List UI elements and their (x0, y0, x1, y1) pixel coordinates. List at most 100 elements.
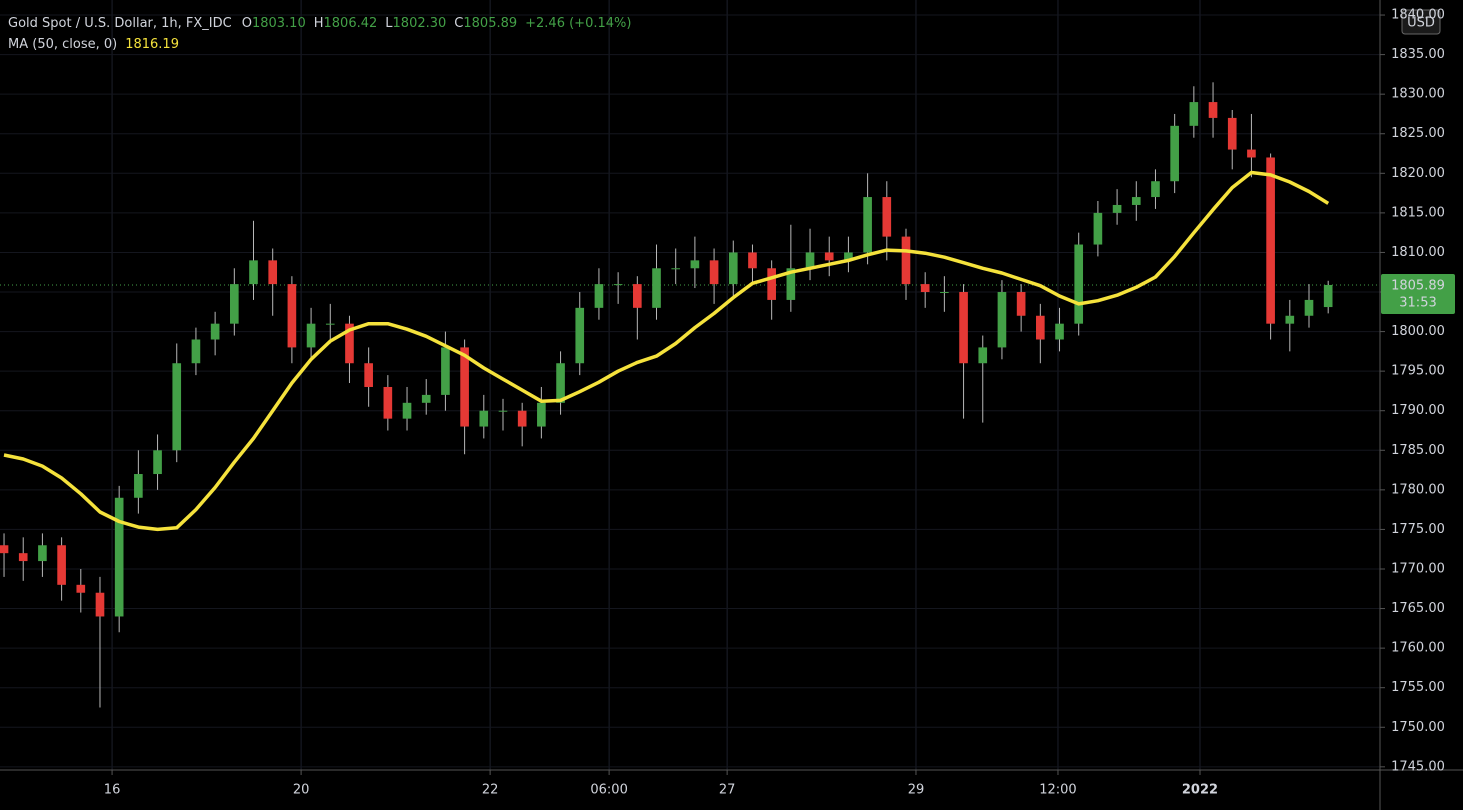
candle-body (210, 323, 220, 340)
candle-body (978, 347, 988, 364)
candle-body (383, 386, 393, 419)
price-axis-panel (1380, 0, 1463, 810)
candle-body (1208, 102, 1218, 118)
y-tick-label: 1820.00 (1391, 166, 1445, 181)
candle-body (1016, 292, 1026, 316)
y-tick-label: 1815.00 (1391, 205, 1445, 220)
candle-body (1074, 244, 1084, 324)
y-tick-label: 1770.00 (1391, 561, 1445, 576)
candle-body (1227, 117, 1237, 150)
candle-body (230, 284, 239, 324)
y-tick-label: 1760.00 (1391, 641, 1445, 656)
candle-body (364, 363, 373, 387)
candle-body (652, 268, 661, 308)
candle-body (517, 410, 527, 427)
price-label: 1805.89 (1391, 278, 1445, 293)
x-tick-label: 20 (293, 783, 310, 798)
change: +2.46 (+0.14%) (525, 16, 631, 31)
countdown: 31:53 (1399, 295, 1436, 310)
candle-body (1285, 315, 1295, 324)
x-tick-label: 22 (482, 783, 499, 798)
y-tick-label: 1765.00 (1391, 601, 1445, 616)
candle-body (76, 584, 86, 593)
candle-body (460, 347, 469, 427)
candle-body (268, 260, 278, 285)
y-tick-label: 1825.00 (1391, 126, 1445, 141)
candle-body (1131, 197, 1141, 205)
candle-body (1304, 299, 1314, 316)
ohlc-key: L (385, 16, 393, 31)
candle-body (805, 252, 815, 269)
indicator-value: 1816.19 (125, 37, 179, 52)
candle-body (959, 292, 968, 364)
candle-body (920, 284, 930, 293)
candle-body (537, 402, 546, 427)
y-tick-label: 1750.00 (1391, 720, 1445, 735)
candle-body (172, 363, 182, 451)
candle-body (1247, 149, 1256, 158)
y-tick-label: 1810.00 (1391, 245, 1445, 260)
symbol: Gold Spot / U.S. Dollar, 1h, FX_IDC (8, 16, 232, 31)
currency: USD (1407, 16, 1435, 31)
indicator-legend: MA (50, close, 0) 1816.19 (8, 37, 179, 52)
candle-body (824, 252, 834, 261)
ohlc-key: H (314, 16, 324, 31)
candle-body (786, 268, 796, 300)
candle-body (153, 450, 162, 475)
y-tick-label: 1745.00 (1391, 759, 1445, 774)
candle-body (402, 402, 412, 419)
candle-body (633, 284, 642, 308)
candle-body (191, 339, 201, 364)
x-tick-label: 2022 (1182, 783, 1218, 798)
ohlc-value: 1805.89 (463, 16, 517, 31)
candle-body (0, 545, 9, 554)
candle-body (671, 268, 681, 270)
candle-body (249, 260, 258, 285)
candle-body (95, 592, 105, 617)
candle-body (57, 545, 66, 585)
ohlc-value: 1806.42 (324, 16, 378, 31)
candle-body (767, 268, 776, 300)
x-tick-label: 06:00 (590, 783, 627, 798)
candle-body (114, 497, 124, 617)
candle-body (997, 292, 1007, 348)
candle-body (940, 292, 949, 294)
y-tick-label: 1840.00 (1391, 8, 1445, 23)
candle-body (882, 197, 892, 237)
candle-body (441, 347, 450, 395)
candle-body (748, 252, 757, 269)
ohlc-key: C (454, 16, 463, 31)
candle-body (325, 323, 335, 325)
candle-body (18, 553, 28, 562)
candle-body (1266, 157, 1275, 324)
candle-body (613, 284, 623, 286)
currency-badge[interactable] (1401, 9, 1441, 35)
x-tick-label: 16 (104, 783, 121, 798)
candle-body (1189, 102, 1199, 126)
y-tick-label: 1795.00 (1391, 364, 1445, 379)
candle-body (690, 260, 700, 269)
candle-body (134, 474, 143, 498)
candle-body (1112, 204, 1122, 213)
candle-body (479, 410, 489, 427)
ohlc-value: 1803.10 (252, 16, 306, 31)
x-tick-label: 27 (719, 783, 736, 798)
y-tick-label: 1755.00 (1391, 680, 1445, 695)
candle-body (1323, 284, 1333, 308)
x-tick-label: 29 (908, 783, 925, 798)
ohlc-key: O (242, 16, 252, 31)
candle-body (863, 197, 872, 253)
candle-body (498, 410, 508, 412)
candle-body (1151, 181, 1160, 198)
plot-area (0, 0, 1380, 770)
y-tick-label: 1775.00 (1391, 522, 1445, 537)
ohlc-value: 1802.30 (393, 16, 447, 31)
candle-body (1170, 125, 1179, 182)
candle-body (901, 236, 911, 285)
candle-body (709, 260, 719, 285)
candle-body (556, 363, 565, 403)
candle-body (287, 284, 297, 348)
y-tick-label: 1790.00 (1391, 403, 1445, 418)
